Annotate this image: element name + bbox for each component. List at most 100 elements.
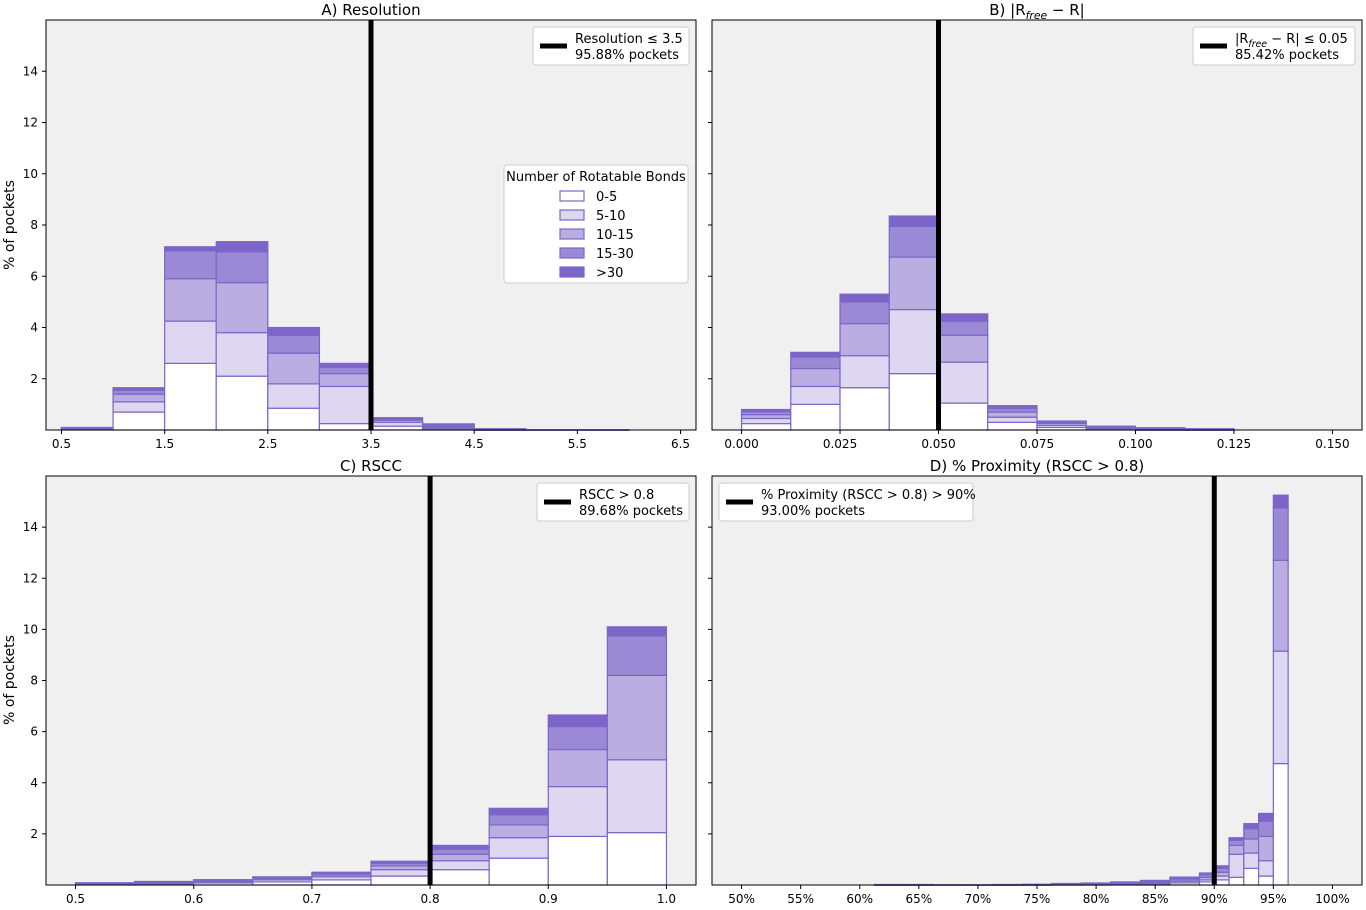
- bar-segment-10-15: [267, 352, 321, 385]
- bond-legend-swatch-5-10: [559, 209, 585, 221]
- panel-3: 0.5 0.6 0.7 0.8 0.9 1.0 2 4 6 8 10 12 14 C) RSCC RSCC …: [23, 457, 697, 906]
- x-tick-label: 0.150: [1315, 437, 1349, 451]
- bar-segment-0-5: [987, 421, 1038, 431]
- x-tick-label: 0.075: [1020, 437, 1054, 451]
- bar-segment-5-10: [488, 837, 549, 859]
- bar-segment->30: [740, 408, 792, 413]
- bar-segment-0-5: [429, 869, 490, 886]
- x-tick-label: 80%: [1083, 892, 1110, 906]
- x-tick-label: 0.9: [539, 892, 558, 906]
- threshold-legend-box: [718, 482, 974, 522]
- bar-segment-10-15: [318, 373, 372, 388]
- x-tick-label: 55%: [787, 892, 814, 906]
- bar-segment-15-30: [1257, 820, 1274, 838]
- bar-segment->30: [370, 860, 431, 864]
- bar-segment-10-15: [1243, 838, 1260, 854]
- bar-segment-5-10: [790, 385, 841, 405]
- x-tick-label: 75%: [1024, 892, 1051, 906]
- bar-segment-10-15: [1257, 835, 1274, 862]
- bond-legend-swatch-15-30: [559, 247, 585, 259]
- bar-segment-0-5: [888, 373, 940, 431]
- bar-segment-10-15: [429, 853, 490, 862]
- bar-segment-10-15: [888, 256, 940, 311]
- y-tick-label: 4: [30, 776, 38, 790]
- bar-segment-0-5: [267, 407, 321, 431]
- bar-segment-0-5: [318, 422, 372, 431]
- bar-segment-15-30: [1243, 828, 1260, 840]
- bar-segment->30: [1134, 427, 1186, 429]
- y-tick-label: 10: [23, 167, 38, 181]
- bar-segment-15-30: [790, 356, 841, 370]
- bar-segment->30: [1080, 882, 1112, 885]
- threshold-legend-line1: % Proximity (RSCC > 0.8) > 90%: [761, 488, 976, 503]
- bar-segment-15-30: [429, 848, 490, 855]
- y-tick-label: 8: [30, 674, 38, 688]
- x-tick-label: 70%: [965, 892, 992, 906]
- x-tick-label: 0.6: [184, 892, 203, 906]
- bar-segment->30: [193, 879, 254, 881]
- panel-title: B) |Rfree − R|: [989, 1, 1085, 22]
- bar-segment-15-30: [318, 366, 372, 375]
- bar-segment->30: [429, 844, 490, 850]
- y-tick-label: 2: [30, 827, 38, 841]
- bond-legend-label: 15-30: [596, 247, 634, 262]
- bar-segment->30: [1036, 420, 1087, 423]
- bar-segment-15-30: [488, 814, 549, 826]
- x-tick-label: 0.5: [66, 892, 85, 906]
- x-tick-label: 85%: [1142, 892, 1169, 906]
- y-tick-label: 14: [23, 64, 38, 78]
- y-tick-label: 12: [23, 571, 38, 585]
- bar-segment->30: [1139, 879, 1171, 882]
- bar-segment-10-15: [987, 411, 1038, 418]
- bond-legend-label: 0-5: [596, 190, 617, 205]
- bond-legend-swatch-0-5: [559, 190, 585, 202]
- bar-segment->30: [547, 714, 608, 728]
- bar-segment-5-10: [937, 361, 989, 404]
- bar-segment-0-5: [164, 362, 217, 431]
- bar-segment->30: [421, 423, 475, 426]
- bar-segment-10-15: [606, 674, 668, 761]
- bar-segment-0-5: [1243, 867, 1260, 886]
- bar-segment-5-10: [215, 332, 269, 377]
- bar-segment->30: [134, 880, 195, 883]
- bar-segment->30: [311, 871, 372, 875]
- bond-legend-title: Number of Rotatable Bonds: [506, 170, 686, 185]
- bar-segment-5-10: [429, 860, 490, 871]
- x-tick-label: 1.5: [155, 437, 174, 451]
- bar-segment->30: [839, 293, 890, 303]
- bar-segment->30: [937, 313, 989, 322]
- bar-segment->30: [606, 626, 668, 637]
- bar-segment-10-15: [839, 323, 890, 357]
- bar-segment-15-30: [1051, 882, 1082, 885]
- x-tick-label: 65%: [905, 892, 932, 906]
- bar-segment-5-10: [318, 385, 372, 425]
- threshold-legend-line2: 93.00% pockets: [761, 504, 865, 519]
- bar-segment-5-10: [547, 785, 608, 838]
- x-tick-label: 4.5: [465, 437, 484, 451]
- x-tick-label: 1.0: [657, 892, 676, 906]
- bond-legend-swatch-10-15: [559, 228, 585, 240]
- bar-segment-5-10: [1228, 853, 1245, 878]
- threshold-legend-line1: RSCC > 0.8: [579, 488, 654, 503]
- bar-segment-15-30: [1228, 839, 1245, 846]
- threshold-legend-line2: 85.42% pockets: [1235, 48, 1339, 63]
- bar-segment->30: [1228, 837, 1245, 841]
- x-tick-label: 0.100: [1118, 437, 1152, 451]
- panel-1: 0.5 1.5 2.5 3.5 4.5 5.5 6.5 2 4 6 8 10 12 14 A) Resolu…: [23, 1, 697, 451]
- bar-segment->30: [1243, 823, 1260, 830]
- bar-segment->30: [267, 326, 321, 336]
- threshold-legend-line1: Resolution ≤ 3.5: [575, 32, 683, 47]
- bar-segment-0-5: [1228, 876, 1245, 886]
- bar-segment-10-15: [164, 278, 217, 322]
- x-tick-label: 0.025: [823, 437, 857, 451]
- bar-segment-0-5: [606, 831, 668, 886]
- threshold-legend-box: [1192, 26, 1356, 66]
- bar-segment-15-30: [215, 251, 269, 284]
- bar-segment-5-10: [164, 320, 217, 364]
- bar-segment->30: [987, 405, 1038, 409]
- threshold-legend-line2: 95.88% pockets: [575, 48, 679, 63]
- bar-segment-10-15: [488, 824, 549, 839]
- bar-segment->30: [888, 215, 940, 227]
- bond-legend-label: 10-15: [596, 228, 634, 243]
